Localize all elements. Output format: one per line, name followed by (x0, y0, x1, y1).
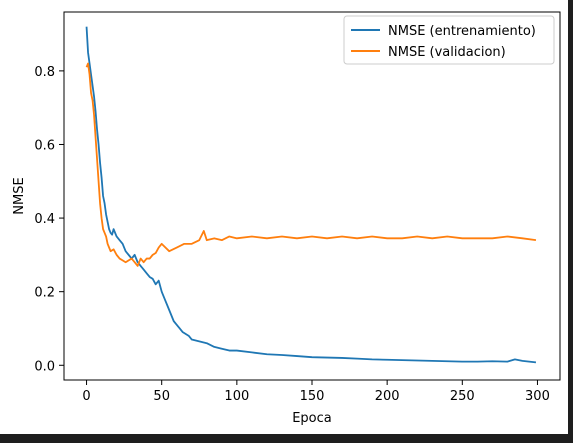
x-tick-label: 200 (375, 389, 400, 404)
y-tick-label: 0.4 (34, 212, 55, 227)
y-tick-label: 0.2 (34, 286, 55, 301)
x-tick-label: 100 (224, 389, 249, 404)
y-axis: 0.0 0.2 0.4 0.6 0.8 (34, 65, 64, 374)
legend-label-validacion: NMSE (validacion) (388, 45, 506, 60)
series-line-entrenamiento (85, 26, 537, 364)
legend-box (343, 15, 555, 65)
y-tick-label: 0.0 (34, 359, 55, 374)
chart-figure: 0 50 100 150 200 250 300 0.0 0.2 0.4 0.6 0.8 Epoca… (0, 0, 568, 434)
x-axis: 0 50 100 150 200 250 300 (82, 380, 550, 404)
x-tick-label: 50 (153, 389, 170, 404)
y-tick-label: 0.6 (34, 138, 55, 153)
x-tick-label: 300 (525, 389, 550, 404)
legend-label-entrenamiento: NMSE (entrenamiento) (388, 24, 536, 39)
series-line-validacion (85, 62, 537, 267)
line-chart: 0 50 100 150 200 250 300 0.0 0.2 0.4 0.6 0.8 Epoca… (12, 11, 561, 426)
x-tick-label: 0 (82, 389, 90, 404)
x-axis-label: Epoca (292, 411, 332, 426)
x-tick-label: 250 (450, 389, 475, 404)
series-layer (85, 26, 537, 364)
plot-area-frame (63, 11, 561, 381)
x-tick-label: 150 (300, 389, 325, 404)
y-axis-label: NMSE (12, 177, 27, 214)
y-tick-label: 0.8 (34, 65, 55, 80)
legend: NMSE (entrenamiento) NMSE (validacion) (343, 15, 555, 65)
